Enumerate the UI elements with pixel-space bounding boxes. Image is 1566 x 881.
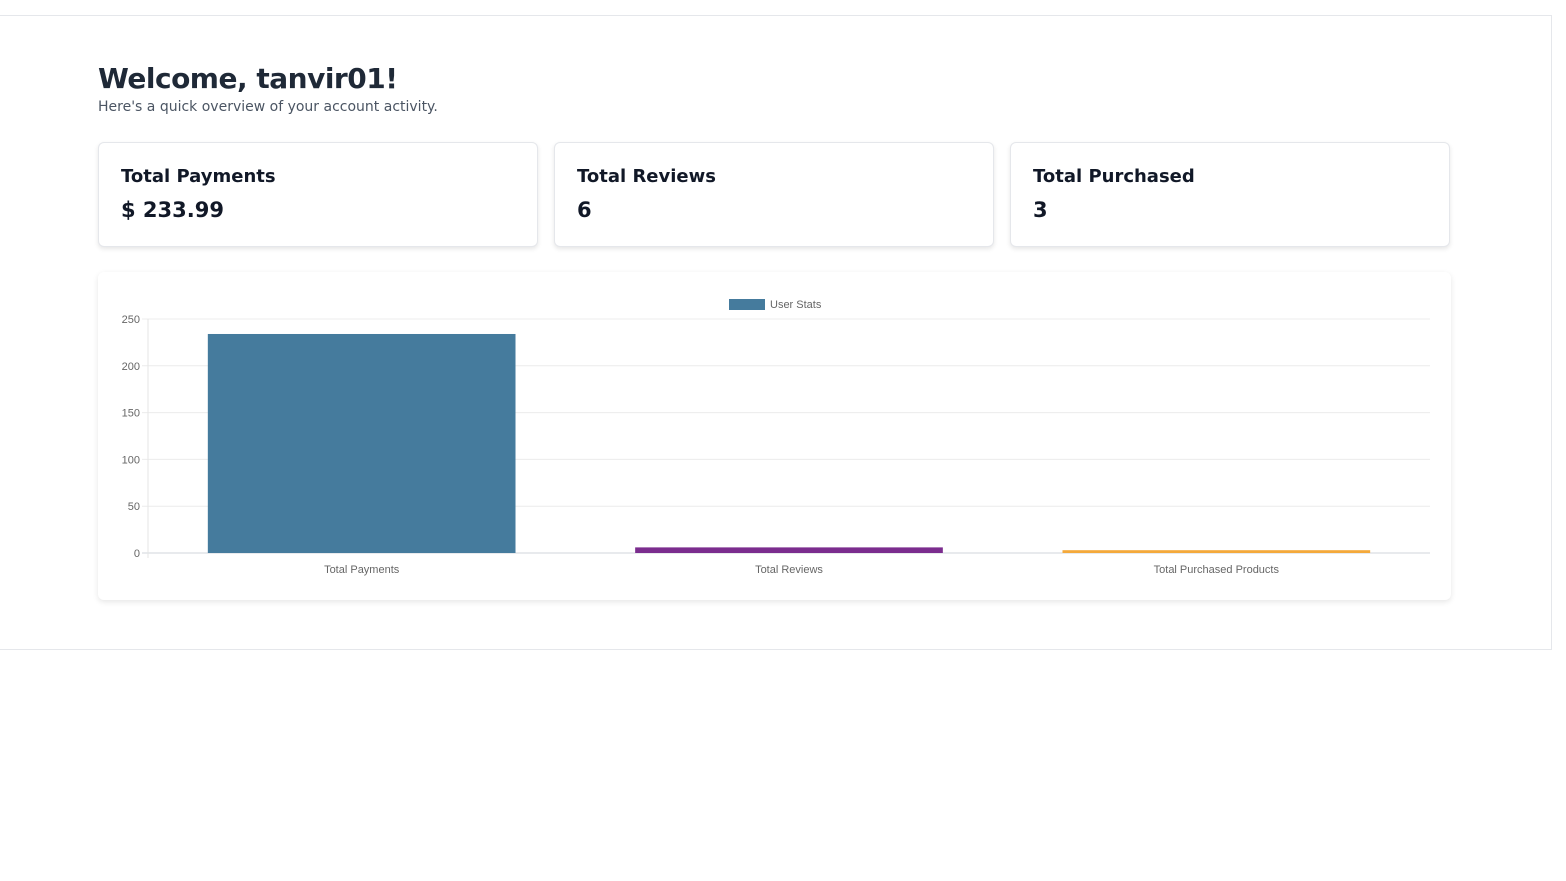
- y-tick-label: 50: [128, 501, 140, 513]
- stat-card-label: Total Payments: [121, 166, 276, 187]
- page-title: Welcome, tanvir01!: [98, 62, 398, 95]
- x-tick-label: Total Purchased Products: [1154, 564, 1280, 576]
- stat-card-purchased: Total Purchased 3: [1010, 142, 1450, 247]
- bar[interactable]: [635, 547, 943, 553]
- stat-card-reviews: Total Reviews 6: [554, 142, 994, 247]
- user-stats-chart-card: 0 50 100 150 200 250 Total Payments Total Revie…: [98, 272, 1451, 600]
- x-tick-label: Total Reviews: [755, 564, 823, 576]
- legend-swatch[interactable]: [729, 299, 765, 310]
- page-subtitle: Here's a quick overview of your account …: [98, 99, 438, 115]
- y-tick-label: 150: [122, 408, 140, 420]
- chart-ticks: 0 50 100 150 200 250 Total Payments Total Revie…: [122, 314, 1280, 576]
- y-tick-label: 200: [122, 361, 140, 373]
- stat-card-payments: Total Payments $ 233.99: [98, 142, 538, 247]
- user-stats-chart: 0 50 100 150 200 250 Total Payments Total Revie…: [122, 299, 1430, 576]
- stat-card-value: $ 233.99: [121, 198, 224, 222]
- bar[interactable]: [1062, 550, 1371, 553]
- legend-label[interactable]: User Stats: [770, 299, 822, 311]
- stat-card-label: Total Purchased: [1033, 166, 1195, 187]
- x-tick-label: Total Payments: [324, 564, 400, 576]
- y-tick-label: 250: [122, 314, 140, 326]
- y-tick-label: 100: [122, 454, 140, 466]
- stat-card-label: Total Reviews: [577, 166, 716, 187]
- stat-card-value: 3: [1033, 198, 1048, 222]
- stat-card-value: 6: [577, 198, 592, 222]
- chart-bars: [207, 333, 1371, 553]
- bar[interactable]: [207, 333, 516, 553]
- y-tick-label: 0: [134, 548, 140, 560]
- chart-legend: User Stats: [729, 299, 822, 311]
